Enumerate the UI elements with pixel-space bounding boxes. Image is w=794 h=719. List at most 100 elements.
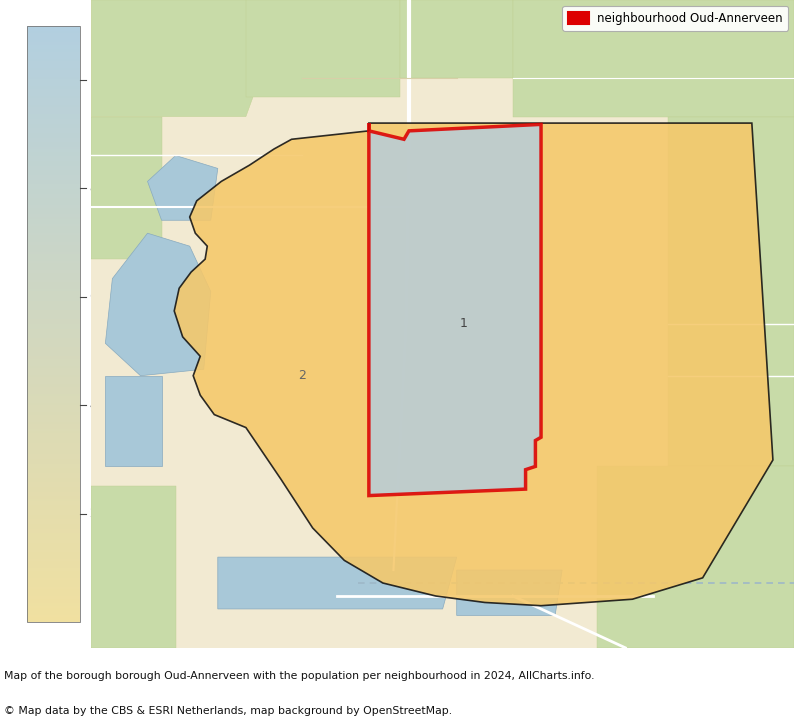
Bar <box>27 454 80 457</box>
Bar <box>27 438 80 440</box>
Bar <box>27 324 80 326</box>
Bar <box>27 466 80 468</box>
Bar <box>27 605 80 608</box>
Bar <box>27 150 80 152</box>
Bar <box>27 543 80 545</box>
Bar <box>27 86 80 88</box>
Bar <box>27 159 80 161</box>
Bar <box>27 45 80 47</box>
Polygon shape <box>457 570 562 615</box>
Bar <box>27 293 80 296</box>
Bar <box>27 417 80 419</box>
Bar <box>27 105 80 107</box>
Bar <box>27 475 80 477</box>
Bar <box>27 133 80 135</box>
Bar <box>27 394 80 396</box>
Bar <box>27 361 80 364</box>
Bar <box>27 464 80 466</box>
Bar <box>27 289 80 291</box>
Bar <box>27 233 80 235</box>
Bar <box>27 515 80 517</box>
Bar <box>27 494 80 496</box>
Bar <box>27 315 80 317</box>
Text: © Map data by the CBS & ESRI Netherlands, map background by OpenStreetMap.: © Map data by the CBS & ESRI Netherlands… <box>4 706 452 716</box>
Bar <box>27 517 80 519</box>
Text: 1: 1 <box>460 317 468 331</box>
Bar <box>27 147 80 150</box>
Bar <box>27 571 80 573</box>
Bar <box>27 114 80 116</box>
Bar <box>27 408 80 410</box>
Bar <box>27 240 80 242</box>
Bar <box>27 42 80 45</box>
Bar <box>27 129 80 131</box>
Bar <box>27 368 80 370</box>
Bar <box>27 617 80 620</box>
Bar <box>27 229 80 231</box>
Bar <box>27 445 80 447</box>
Bar <box>27 419 80 421</box>
Bar <box>27 547 80 550</box>
Bar <box>27 613 80 615</box>
Bar <box>27 142 80 145</box>
Polygon shape <box>218 557 457 609</box>
Bar <box>27 263 80 266</box>
Bar <box>27 480 80 482</box>
Bar <box>27 226 80 229</box>
Bar <box>27 175 80 178</box>
Bar <box>27 119 80 122</box>
Bar <box>27 462 80 464</box>
Bar <box>27 564 80 566</box>
Bar <box>27 410 80 413</box>
Polygon shape <box>148 155 218 220</box>
Bar <box>27 508 80 510</box>
Polygon shape <box>246 0 400 97</box>
Bar <box>27 73 80 75</box>
Bar <box>27 33 80 35</box>
Bar <box>27 145 80 147</box>
Bar <box>27 372 80 375</box>
Bar <box>27 562 80 564</box>
Bar <box>27 421 80 424</box>
Bar <box>27 559 80 562</box>
Bar <box>27 317 80 319</box>
Bar <box>27 366 80 368</box>
Bar <box>27 482 80 485</box>
Text: 100: 100 <box>90 73 112 86</box>
Bar <box>27 354 80 357</box>
Bar <box>27 254 80 257</box>
Bar <box>27 259 80 261</box>
Bar <box>27 603 80 605</box>
Bar <box>27 49 80 52</box>
Bar <box>27 91 80 93</box>
Text: Map of the borough borough Oud-Annerveen with the population per neighbourhood i: Map of the borough borough Oud-Annerveen… <box>4 671 595 681</box>
Bar <box>27 112 80 114</box>
Bar <box>27 210 80 212</box>
Bar <box>27 122 80 124</box>
Bar <box>27 568 80 571</box>
Bar <box>27 173 80 175</box>
Bar <box>27 377 80 380</box>
Bar <box>27 180 80 182</box>
Bar <box>27 415 80 417</box>
Bar <box>27 191 80 193</box>
Bar <box>27 154 80 156</box>
Bar <box>27 84 80 86</box>
Bar <box>27 424 80 426</box>
Bar <box>27 533 80 536</box>
Bar <box>27 580 80 582</box>
Bar <box>27 68 80 70</box>
Bar <box>27 284 80 287</box>
Bar <box>27 186 80 189</box>
Bar <box>27 296 80 298</box>
Bar <box>27 596 80 599</box>
Bar <box>27 135 80 137</box>
Bar <box>27 331 80 333</box>
Bar <box>27 333 80 336</box>
Bar <box>27 485 80 487</box>
Bar <box>27 326 80 329</box>
Bar <box>27 554 80 557</box>
Bar <box>27 249 80 252</box>
Bar <box>27 505 80 508</box>
Bar <box>27 40 80 42</box>
